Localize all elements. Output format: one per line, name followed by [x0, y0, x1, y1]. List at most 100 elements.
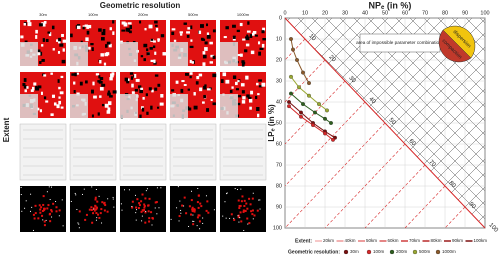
- speckle: [131, 206, 134, 209]
- speckle: [231, 86, 234, 89]
- speckle: [26, 86, 29, 89]
- speckle: [237, 214, 240, 217]
- speckle: [112, 196, 114, 198]
- speckle: [178, 220, 180, 222]
- speckle: [187, 107, 192, 111]
- speckle: [256, 82, 259, 86]
- x-tick-label: 30: [342, 10, 348, 16]
- speckle: [249, 34, 253, 38]
- speckle: [131, 206, 133, 208]
- contour-label: 90: [467, 201, 476, 210]
- speckle: [173, 39, 177, 42]
- speckle: [113, 206, 115, 208]
- speckle: [101, 201, 104, 204]
- speckle: [86, 26, 89, 29]
- speckle: [193, 105, 198, 110]
- speckle: [189, 59, 192, 64]
- speckle: [58, 37, 62, 42]
- speckle: [106, 41, 111, 45]
- y-tick-label: 70: [276, 162, 282, 168]
- speckle: [154, 74, 159, 77]
- speckle: [39, 61, 42, 64]
- speckle: [226, 193, 228, 195]
- speckle: [247, 21, 250, 25]
- info-box: [120, 42, 138, 66]
- speckle: [90, 43, 94, 46]
- speckle: [200, 205, 203, 208]
- speckle: [101, 37, 105, 41]
- speckle: [239, 53, 243, 57]
- contour-line: [284, 101, 366, 187]
- speckle: [180, 88, 184, 93]
- info-box: [70, 42, 88, 66]
- speckle: [97, 213, 100, 216]
- speckle: [101, 222, 103, 224]
- speckle: [204, 41, 208, 45]
- speckle: [197, 194, 200, 197]
- speckle: [38, 204, 41, 207]
- speckle: [193, 208, 196, 211]
- speckle: [191, 206, 194, 209]
- legend-label: 70km: [409, 238, 420, 243]
- speckle: [91, 114, 94, 118]
- speckle: [130, 76, 134, 80]
- speckle: [192, 214, 194, 216]
- contour-label: 10: [307, 33, 316, 42]
- table-box: [69, 123, 117, 181]
- speckle: [49, 212, 52, 215]
- speckle: [259, 199, 261, 201]
- speckle: [21, 210, 23, 212]
- speckle: [76, 209, 78, 211]
- speckle: [222, 72, 227, 77]
- speckle: [226, 192, 228, 194]
- speckle: [127, 28, 131, 33]
- speckle: [139, 20, 142, 24]
- speckle: [258, 79, 262, 82]
- speckle: [73, 81, 76, 85]
- y-tick-label: 30: [276, 78, 282, 84]
- speckle: [160, 34, 165, 38]
- speckle: [257, 93, 260, 96]
- speckle: [250, 90, 254, 95]
- speckle: [108, 101, 112, 106]
- speckle: [154, 207, 156, 209]
- speckle: [103, 209, 106, 212]
- speckle: [240, 83, 245, 87]
- speckle: [50, 72, 53, 75]
- speckle: [85, 213, 88, 216]
- speckle: [245, 202, 248, 205]
- speckle: [250, 50, 255, 55]
- speckle: [155, 201, 158, 204]
- speckle: [35, 86, 40, 91]
- speckle: [157, 83, 161, 87]
- speckle: [243, 209, 246, 212]
- speckle: [183, 196, 186, 199]
- speckle: [198, 73, 203, 77]
- speckle: [88, 24, 92, 29]
- speckle: [123, 189, 125, 191]
- speckle: [237, 199, 240, 202]
- speckle: [212, 55, 216, 59]
- speckle: [183, 83, 187, 87]
- legend-label: 30m: [350, 249, 359, 254]
- speckle: [93, 208, 95, 210]
- speckle: [36, 49, 41, 53]
- speckle: [246, 207, 249, 210]
- speckle: [144, 27, 147, 31]
- y-tick-label: 10: [276, 36, 282, 42]
- speckle: [55, 210, 58, 213]
- speckle: [50, 186, 52, 188]
- speckle: [136, 209, 138, 211]
- speckle: [78, 227, 80, 229]
- speckle: [225, 79, 230, 84]
- speckle: [42, 195, 45, 198]
- speckle: [154, 201, 157, 204]
- legend-label: 80km: [431, 238, 442, 243]
- speckle: [202, 51, 206, 55]
- speckle: [60, 75, 64, 79]
- speckle: [140, 55, 144, 58]
- speckle: [188, 205, 191, 208]
- data-point: [307, 81, 311, 86]
- speckle: [143, 205, 146, 208]
